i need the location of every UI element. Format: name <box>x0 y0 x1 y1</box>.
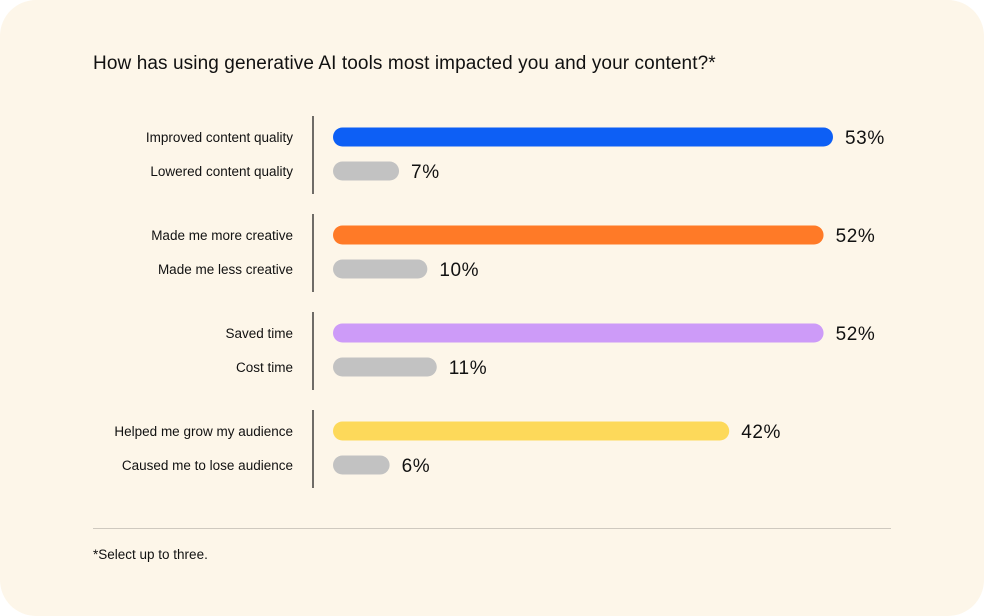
bar <box>333 259 428 279</box>
bar <box>333 127 833 147</box>
category-label: Cost time <box>236 360 293 375</box>
category-label: Improved content quality <box>146 130 293 145</box>
category-label: Made me less creative <box>158 262 293 277</box>
chart-title: How has using generative AI tools most i… <box>93 53 716 74</box>
category-label: Saved time <box>225 326 293 341</box>
value-label: 11% <box>449 358 487 379</box>
value-label: 10% <box>439 260 479 281</box>
value-label: 52% <box>836 226 876 247</box>
value-label: 53% <box>845 128 885 149</box>
bar <box>333 161 400 181</box>
value-label: 6% <box>402 456 431 477</box>
value-label: 42% <box>741 422 781 443</box>
category-label: Helped me grow my audience <box>114 424 293 439</box>
category-label: Lowered content quality <box>150 164 293 179</box>
bar <box>333 357 437 377</box>
category-label: Made me more creative <box>151 228 293 243</box>
footnote-divider <box>93 528 891 529</box>
bar <box>333 323 824 343</box>
bar <box>333 455 390 475</box>
bar <box>333 421 730 441</box>
footnote: *Select up to three. <box>93 547 208 562</box>
bar <box>333 225 824 245</box>
value-label: 52% <box>836 324 876 345</box>
value-label: 7% <box>411 162 440 183</box>
category-label: Caused me to lose audience <box>122 458 293 473</box>
